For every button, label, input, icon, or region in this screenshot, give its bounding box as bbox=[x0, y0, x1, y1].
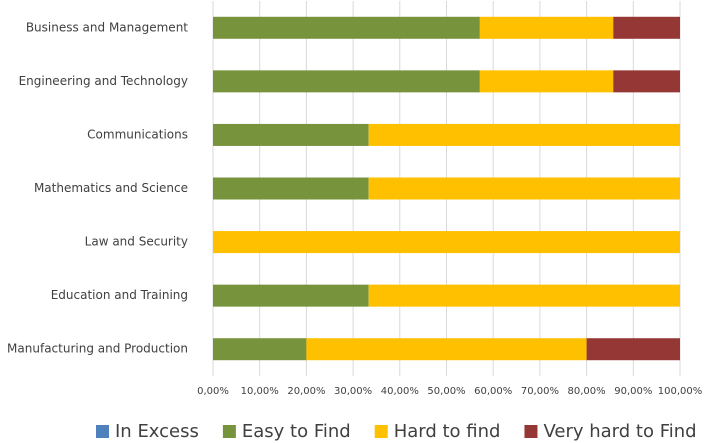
x-tick-label: 60,00% bbox=[474, 386, 512, 397]
bar-segment bbox=[613, 70, 680, 93]
y-tick-label: Engineering and Technology bbox=[19, 74, 188, 88]
legend-swatch bbox=[222, 425, 236, 438]
x-tick-label: 40,00% bbox=[381, 386, 419, 397]
legend-label: In Excess bbox=[115, 421, 199, 442]
y-tick-label: Law and Security bbox=[85, 235, 188, 249]
bar-segment bbox=[479, 70, 614, 93]
bar-segment bbox=[213, 177, 369, 200]
x-tick-label: 80,00% bbox=[568, 386, 606, 397]
bar-segment bbox=[613, 16, 680, 39]
x-tick-label: 10,00% bbox=[241, 386, 279, 397]
bar-segment bbox=[213, 16, 480, 39]
bar-segment bbox=[368, 177, 680, 200]
bar-segment bbox=[213, 231, 680, 254]
x-tick-label: 0,00% bbox=[197, 386, 229, 397]
bar-segment bbox=[479, 16, 614, 39]
y-tick-label: Business and Management bbox=[26, 20, 188, 34]
y-tick-label: Manufacturing and Production bbox=[7, 342, 188, 356]
bar-segment bbox=[586, 338, 680, 361]
legend-label: Hard to find bbox=[394, 421, 501, 442]
x-tick-label: 20,00% bbox=[287, 386, 325, 397]
y-tick-label: Communications bbox=[87, 127, 188, 141]
bar-segment bbox=[213, 338, 307, 361]
legend-label: Very hard to Find bbox=[543, 421, 696, 442]
x-tick-label: 90,00% bbox=[614, 386, 652, 397]
bar-segment bbox=[213, 284, 369, 307]
bar-segment bbox=[213, 70, 480, 93]
x-tick-label: 50,00% bbox=[427, 386, 465, 397]
y-tick-label: Education and Training bbox=[51, 288, 188, 302]
bar-segment bbox=[306, 338, 587, 361]
bar-segment bbox=[368, 123, 680, 146]
x-tick-label: 100,00% bbox=[658, 386, 703, 397]
bar-segment bbox=[213, 123, 369, 146]
legend-swatch bbox=[374, 425, 388, 438]
bar-segment bbox=[368, 284, 680, 307]
legend-swatch bbox=[96, 425, 109, 438]
x-tick-label: 70,00% bbox=[521, 386, 559, 397]
y-tick-label: Mathematics and Science bbox=[34, 181, 188, 195]
x-tick-label: 30,00% bbox=[334, 386, 372, 397]
legend-swatch bbox=[524, 425, 538, 438]
legend-label: Easy to Find bbox=[242, 421, 351, 442]
